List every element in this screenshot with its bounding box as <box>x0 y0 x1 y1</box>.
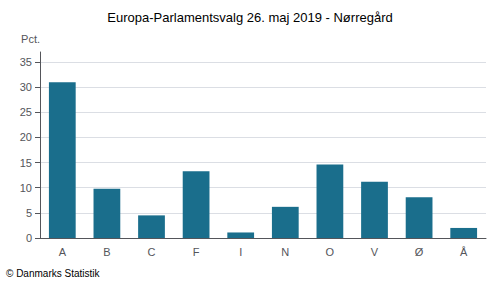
svg-text:25: 25 <box>20 106 32 118</box>
svg-text:35: 35 <box>20 56 32 68</box>
svg-text:5: 5 <box>26 207 32 219</box>
svg-text:O: O <box>326 246 335 258</box>
svg-text:Å: Å <box>460 246 468 258</box>
svg-text:10: 10 <box>20 182 32 194</box>
svg-text:Europa-Parlamentsvalg 26. maj: Europa-Parlamentsvalg 26. maj 2019 - Nør… <box>107 10 392 25</box>
svg-text:F: F <box>193 246 200 258</box>
svg-text:0: 0 <box>26 232 32 244</box>
svg-text:C: C <box>148 246 156 258</box>
svg-text:Pct.: Pct. <box>21 33 40 45</box>
svg-text:V: V <box>371 246 379 258</box>
svg-text:I: I <box>239 246 242 258</box>
svg-text:15: 15 <box>20 157 32 169</box>
svg-text:© Danmarks Statistik: © Danmarks Statistik <box>6 268 101 279</box>
svg-text:30: 30 <box>20 81 32 93</box>
svg-text:A: A <box>59 246 67 258</box>
svg-text:20: 20 <box>20 131 32 143</box>
svg-text:B: B <box>103 246 110 258</box>
svg-text:N: N <box>281 246 289 258</box>
svg-text:Ø: Ø <box>415 246 424 258</box>
